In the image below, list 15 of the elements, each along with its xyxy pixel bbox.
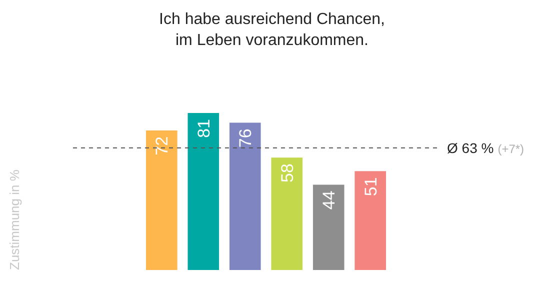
text: (+7*): [498, 142, 524, 156]
data-label: 76: [236, 128, 256, 148]
bar: [188, 113, 220, 270]
data-label: 72: [152, 136, 172, 156]
bar: [354, 171, 386, 270]
data-label: 58: [278, 164, 297, 182]
data-label: 44: [320, 190, 339, 210]
ref-line-label: Ø 63 %: [447, 140, 494, 156]
bar: [229, 122, 261, 270]
bar: [271, 158, 303, 270]
data-label: 81: [194, 119, 214, 138]
bar: [312, 184, 344, 270]
bar: [146, 130, 178, 270]
data-label: 51: [361, 177, 380, 196]
chart-title: Ich habe ausreichend Chancen, im Leben voranzukommen.: [159, 11, 385, 49]
